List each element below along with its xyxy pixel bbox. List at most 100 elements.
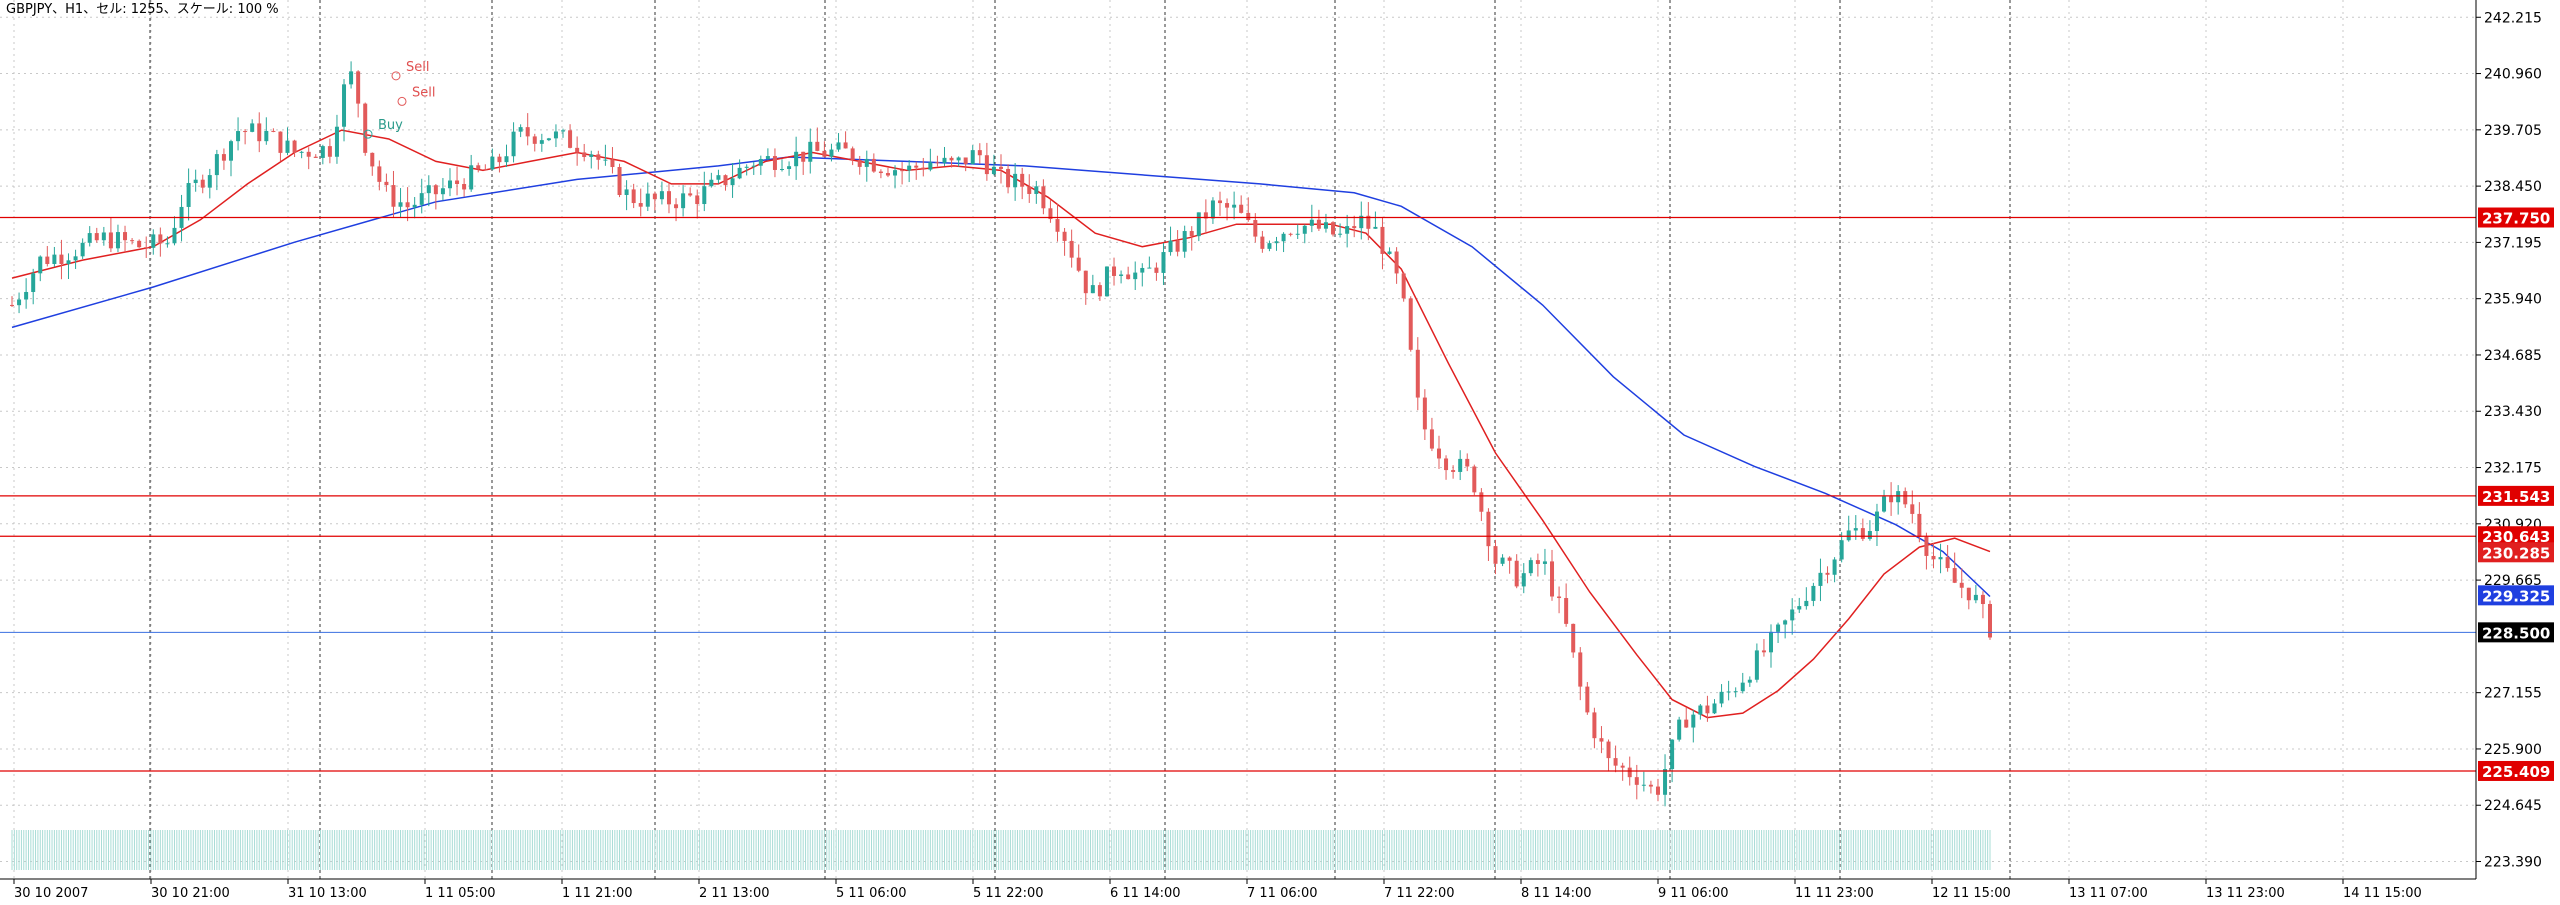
candle-body <box>1267 243 1272 249</box>
candle-body <box>158 234 163 244</box>
candle-body <box>1903 491 1908 505</box>
time-tick-label: 7 11 06:00 <box>1247 886 1318 901</box>
candle-body <box>532 136 537 144</box>
candle-body <box>1429 429 1434 449</box>
candle-body <box>1323 222 1328 229</box>
time-tick-label: 1 11 05:00 <box>425 886 496 901</box>
candle-body <box>1578 652 1583 687</box>
candle-body <box>1422 397 1427 430</box>
candle-body <box>1444 458 1449 471</box>
volume-bars <box>11 830 1991 870</box>
candle-body <box>391 185 396 207</box>
candle-body <box>17 299 22 306</box>
candle-body <box>546 138 551 141</box>
candle-body <box>363 103 368 153</box>
candle-body <box>1882 496 1887 512</box>
price-tick-label: 242.215 <box>2484 10 2542 26</box>
current-price-label: 228.500 <box>2482 624 2550 642</box>
candle-body <box>575 147 580 153</box>
candle-body <box>561 130 566 132</box>
candle-body <box>1740 682 1745 692</box>
candle-body <box>970 150 975 165</box>
candle-body <box>1832 559 1837 575</box>
candle-body <box>1818 572 1823 586</box>
price-tick-label: 225.900 <box>2484 742 2542 758</box>
candle-body <box>1528 560 1533 574</box>
candle-body <box>1521 573 1526 587</box>
candle-body <box>1677 719 1682 740</box>
candle-body <box>1959 582 1964 588</box>
candle-body <box>921 167 926 170</box>
candle-body <box>59 254 64 264</box>
candle-body <box>1613 758 1618 766</box>
candle-body <box>1112 266 1117 276</box>
candle-body <box>1451 470 1456 472</box>
chart-title: GBPJPY、H1、セル: 1255、スケール: 100 % <box>6 2 279 17</box>
price-tick-label: 238.450 <box>2484 179 2542 195</box>
candle-body <box>1331 222 1336 235</box>
horizontal-levels[interactable] <box>0 216 2476 772</box>
candle-body <box>1874 511 1879 532</box>
candle-body <box>243 131 248 133</box>
candle-body <box>1606 741 1611 759</box>
candle-body <box>1196 212 1201 237</box>
ma-slow-line <box>11 156 1991 598</box>
candle-body <box>801 151 806 162</box>
candle-body <box>815 141 820 151</box>
candle-body <box>582 152 587 157</box>
candle-body <box>1754 650 1759 680</box>
candle-body <box>716 175 721 180</box>
candle-body <box>1493 546 1498 564</box>
time-tick-label: 11 11 23:00 <box>1795 886 1874 901</box>
candle-body <box>787 166 792 169</box>
candle-body <box>1557 596 1562 599</box>
ma-fast-price-label: 230.285 <box>2482 544 2550 562</box>
candle-body <box>1726 691 1731 693</box>
candle-body <box>808 141 813 162</box>
candle-body <box>313 156 318 158</box>
candle-body <box>1980 594 1985 605</box>
candle-body <box>1020 173 1025 187</box>
time-scale[interactable]: 30 10 2007 30 10 21:00 31 10 13:00 1 11 05:… <box>13 879 2422 901</box>
candle-body <box>1345 226 1350 234</box>
candle-body <box>462 184 467 190</box>
candle-body <box>1260 236 1265 249</box>
candle-body <box>730 178 735 186</box>
candle-body <box>1302 225 1307 234</box>
candle-body <box>935 162 940 164</box>
candle-body <box>1500 557 1505 564</box>
candle-body <box>1938 557 1943 560</box>
candle-body <box>356 71 361 104</box>
candle-body <box>1747 679 1752 683</box>
price-tick-label: 239.705 <box>2484 123 2542 139</box>
candles <box>10 61 1992 807</box>
trade-markers: Sell Sell Buy <box>363 60 435 139</box>
candle-body <box>1846 530 1851 541</box>
candle-body <box>695 195 700 205</box>
price-tick-label: 237.195 <box>2484 235 2542 251</box>
candle-body <box>1761 650 1766 653</box>
candle-body <box>1458 458 1463 472</box>
trade-marker-label: Sell <box>412 85 435 100</box>
candle-body <box>10 304 14 306</box>
candle-body <box>1309 219 1314 226</box>
candle-body <box>589 154 594 157</box>
level-price-label-bg <box>2478 207 2554 228</box>
candle-body <box>1380 226 1385 254</box>
candle-body <box>1571 623 1576 653</box>
candle-body <box>900 170 905 172</box>
candle-body <box>412 204 417 208</box>
candle-body <box>334 126 339 157</box>
candle-body <box>1825 572 1830 575</box>
candle-body <box>144 247 149 249</box>
candle-body <box>1952 568 1957 583</box>
trade-marker-label: Buy <box>378 118 403 133</box>
candle-body <box>440 188 445 195</box>
candle-body <box>638 203 643 207</box>
buy-marker-icon <box>363 129 373 139</box>
candle-body <box>1090 285 1095 294</box>
candle-body <box>610 159 615 168</box>
candle-body <box>80 242 85 257</box>
